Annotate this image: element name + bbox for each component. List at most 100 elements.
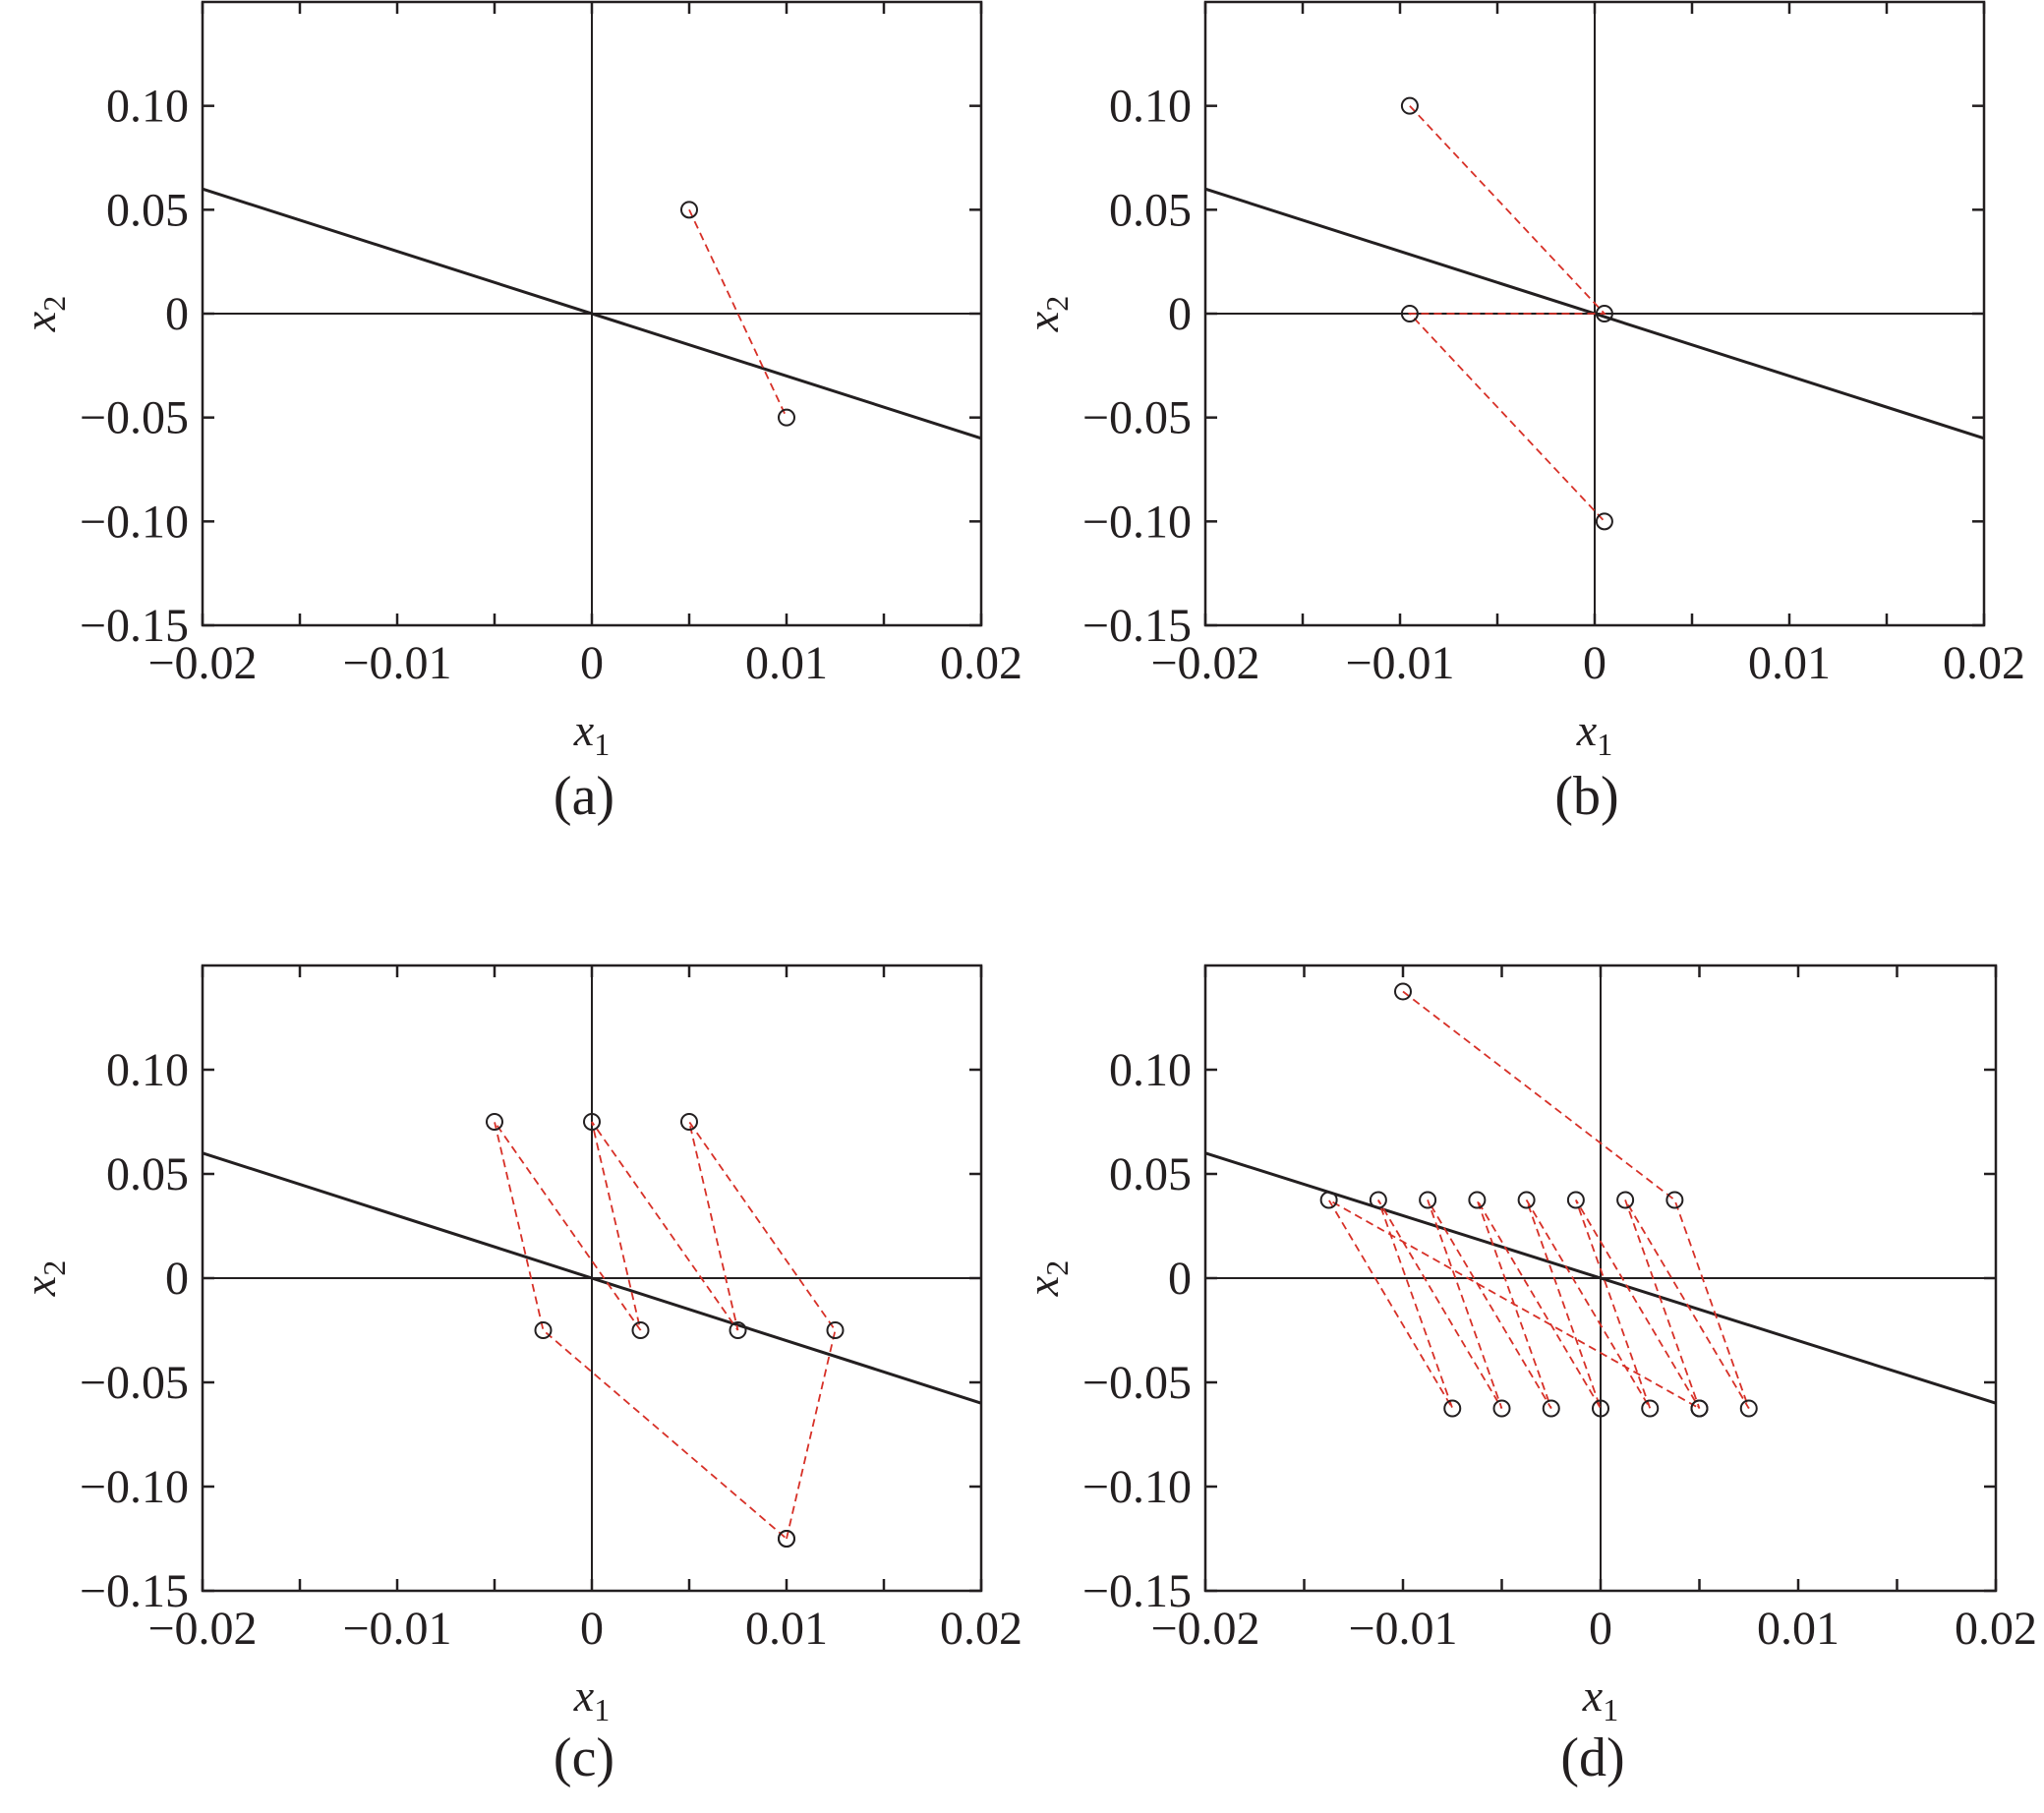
- data-point-marker: [680, 201, 698, 219]
- x-axis-label-subscript: 1: [594, 1692, 610, 1727]
- x-tick-label: −0.02: [1150, 1603, 1259, 1655]
- x-tick-label: 0.02: [1943, 637, 2025, 689]
- y-tick-label: −0.05: [1082, 392, 1192, 444]
- y-tick-label: 0: [1168, 1253, 1192, 1305]
- data-point-marker: [631, 1321, 650, 1339]
- x-tick-label: 0.02: [1955, 1603, 2037, 1655]
- data-point-marker: [1369, 1191, 1387, 1209]
- y-tick-label: −0.10: [80, 1461, 189, 1513]
- x-tick-label: 0: [1589, 1603, 1612, 1655]
- data-point-marker: [583, 1113, 601, 1131]
- y-axis-label-subscript: 2: [1039, 1260, 1075, 1276]
- iteration-path: [1326, 990, 1750, 1410]
- x-tick-label: −0.02: [1150, 637, 1259, 689]
- panel-caption: (a): [554, 766, 614, 827]
- y-tick-label: 0.10: [106, 1044, 189, 1096]
- x-tick-label: 0.01: [745, 637, 828, 689]
- y-tick-label: −0.05: [80, 1357, 189, 1409]
- data-point-marker: [1443, 1399, 1462, 1418]
- data-point-marker: [486, 1113, 503, 1131]
- y-tick-label: 0: [165, 1253, 189, 1305]
- y-tick-label: 0.10: [106, 81, 189, 133]
- data-point-marker: [534, 1321, 553, 1339]
- y-tick-label: −0.10: [80, 496, 189, 548]
- y-tick-label: 0: [1168, 288, 1192, 340]
- chart-panel-d: −0.02 −0.01 0 0.01 0.02 −0.15 −0.10 −0.05 0 0.05 0…: [1018, 964, 2037, 1788]
- y-tick-label: 0.10: [1109, 81, 1192, 133]
- data-point-marker: [1542, 1399, 1560, 1418]
- panel-caption: (d): [1560, 1727, 1624, 1788]
- data-point-marker: [1394, 982, 1412, 1001]
- iteration-path: [494, 1121, 837, 1540]
- x-tick-label: 0.01: [1757, 1603, 1840, 1655]
- data-point-marker: [1517, 1191, 1536, 1209]
- x-tick-label: 0.01: [1748, 637, 1831, 689]
- iteration-path: [1407, 105, 1606, 522]
- y-tick-label: −0.10: [1082, 1461, 1192, 1513]
- reference-line: [202, 1151, 982, 1405]
- y-tick-label: 0: [165, 288, 189, 340]
- data-point-marker: [680, 1113, 698, 1131]
- chart-panel-a: −0.02 −0.01 0 0.01 0.02 −0.15 −0.10 −0.05 0 0.05 0…: [15, 0, 1022, 827]
- data-point-marker: [1690, 1399, 1709, 1418]
- panel-caption: (c): [554, 1727, 614, 1788]
- data-point-marker: [778, 408, 795, 427]
- x-tick-label: 0.02: [940, 1603, 1022, 1655]
- x-axis-label-subscript: 1: [1597, 727, 1612, 762]
- data-point-marker: [1616, 1191, 1635, 1209]
- x-tick-label: 0: [580, 637, 604, 689]
- data-point-marker: [1566, 1191, 1585, 1209]
- x-tick-label: −0.01: [342, 1603, 451, 1655]
- data-point-marker: [1400, 305, 1419, 322]
- data-point-marker: [1319, 1191, 1338, 1209]
- y-axis-label-subscript: 2: [1039, 296, 1075, 312]
- data-point-marker: [1400, 96, 1419, 115]
- x-tick-label: −0.01: [342, 637, 451, 689]
- y-tick-label: 0.05: [106, 1148, 189, 1200]
- reference-line: [202, 187, 982, 440]
- y-tick-label: −0.05: [1082, 1357, 1192, 1409]
- y-tick-label: −0.15: [80, 1565, 189, 1617]
- chart-panel-b: −0.02 −0.01 0 0.01 0.02 −0.15 −0.10 −0.05 0 0.05 0…: [1018, 0, 2025, 827]
- data-point-marker: [1592, 1399, 1609, 1418]
- y-tick-label: −0.15: [1082, 600, 1192, 652]
- chart-panel-c: −0.02 −0.01 0 0.01 0.02 −0.15 −0.10 −0.05 0 0.05 0…: [15, 964, 1022, 1788]
- x-tick-label: −0.02: [147, 1603, 257, 1655]
- y-tick-label: −0.15: [80, 600, 189, 652]
- x-axis-label-subscript: 1: [1603, 1692, 1618, 1727]
- y-axis-label-subscript: 2: [36, 296, 72, 312]
- x-axis-label: x1: [1582, 1670, 1618, 1727]
- x-tick-label: −0.02: [147, 637, 257, 689]
- x-axis-label-subscript: 1: [594, 727, 610, 762]
- y-tick-label: 0.05: [1109, 1148, 1192, 1200]
- y-tick-label: −0.15: [1082, 1565, 1192, 1617]
- data-point-marker: [729, 1321, 747, 1339]
- x-tick-label: 0.02: [940, 637, 1022, 689]
- y-tick-label: 0.05: [106, 184, 189, 236]
- x-tick-label: −0.01: [1345, 637, 1454, 689]
- reference-line: [1204, 1151, 1997, 1405]
- data-point-marker: [778, 1530, 795, 1548]
- y-tick-label: −0.05: [80, 392, 189, 444]
- data-point-marker: [826, 1321, 845, 1339]
- y-axis-label: x2: [15, 1260, 72, 1297]
- data-point-marker: [1419, 1191, 1437, 1209]
- y-tick-label: 0.05: [1109, 184, 1192, 236]
- data-point-marker: [1595, 512, 1613, 531]
- x-tick-label: 0: [1583, 637, 1606, 689]
- x-tick-label: 0.01: [745, 1603, 828, 1655]
- data-point-marker: [1665, 1191, 1684, 1209]
- x-tick-label: −0.01: [1348, 1603, 1457, 1655]
- data-point-marker: [1739, 1399, 1758, 1418]
- data-point-marker: [1468, 1191, 1487, 1209]
- panel-caption: (b): [1554, 766, 1618, 827]
- y-tick-label: −0.10: [1082, 496, 1192, 548]
- y-axis-label-subscript: 2: [36, 1260, 72, 1276]
- x-tick-label: 0: [580, 1603, 604, 1655]
- data-point-marker: [1595, 305, 1613, 322]
- data-point-marker: [1641, 1399, 1660, 1418]
- y-tick-label: 0.10: [1109, 1044, 1192, 1096]
- data-point-marker: [1492, 1399, 1511, 1418]
